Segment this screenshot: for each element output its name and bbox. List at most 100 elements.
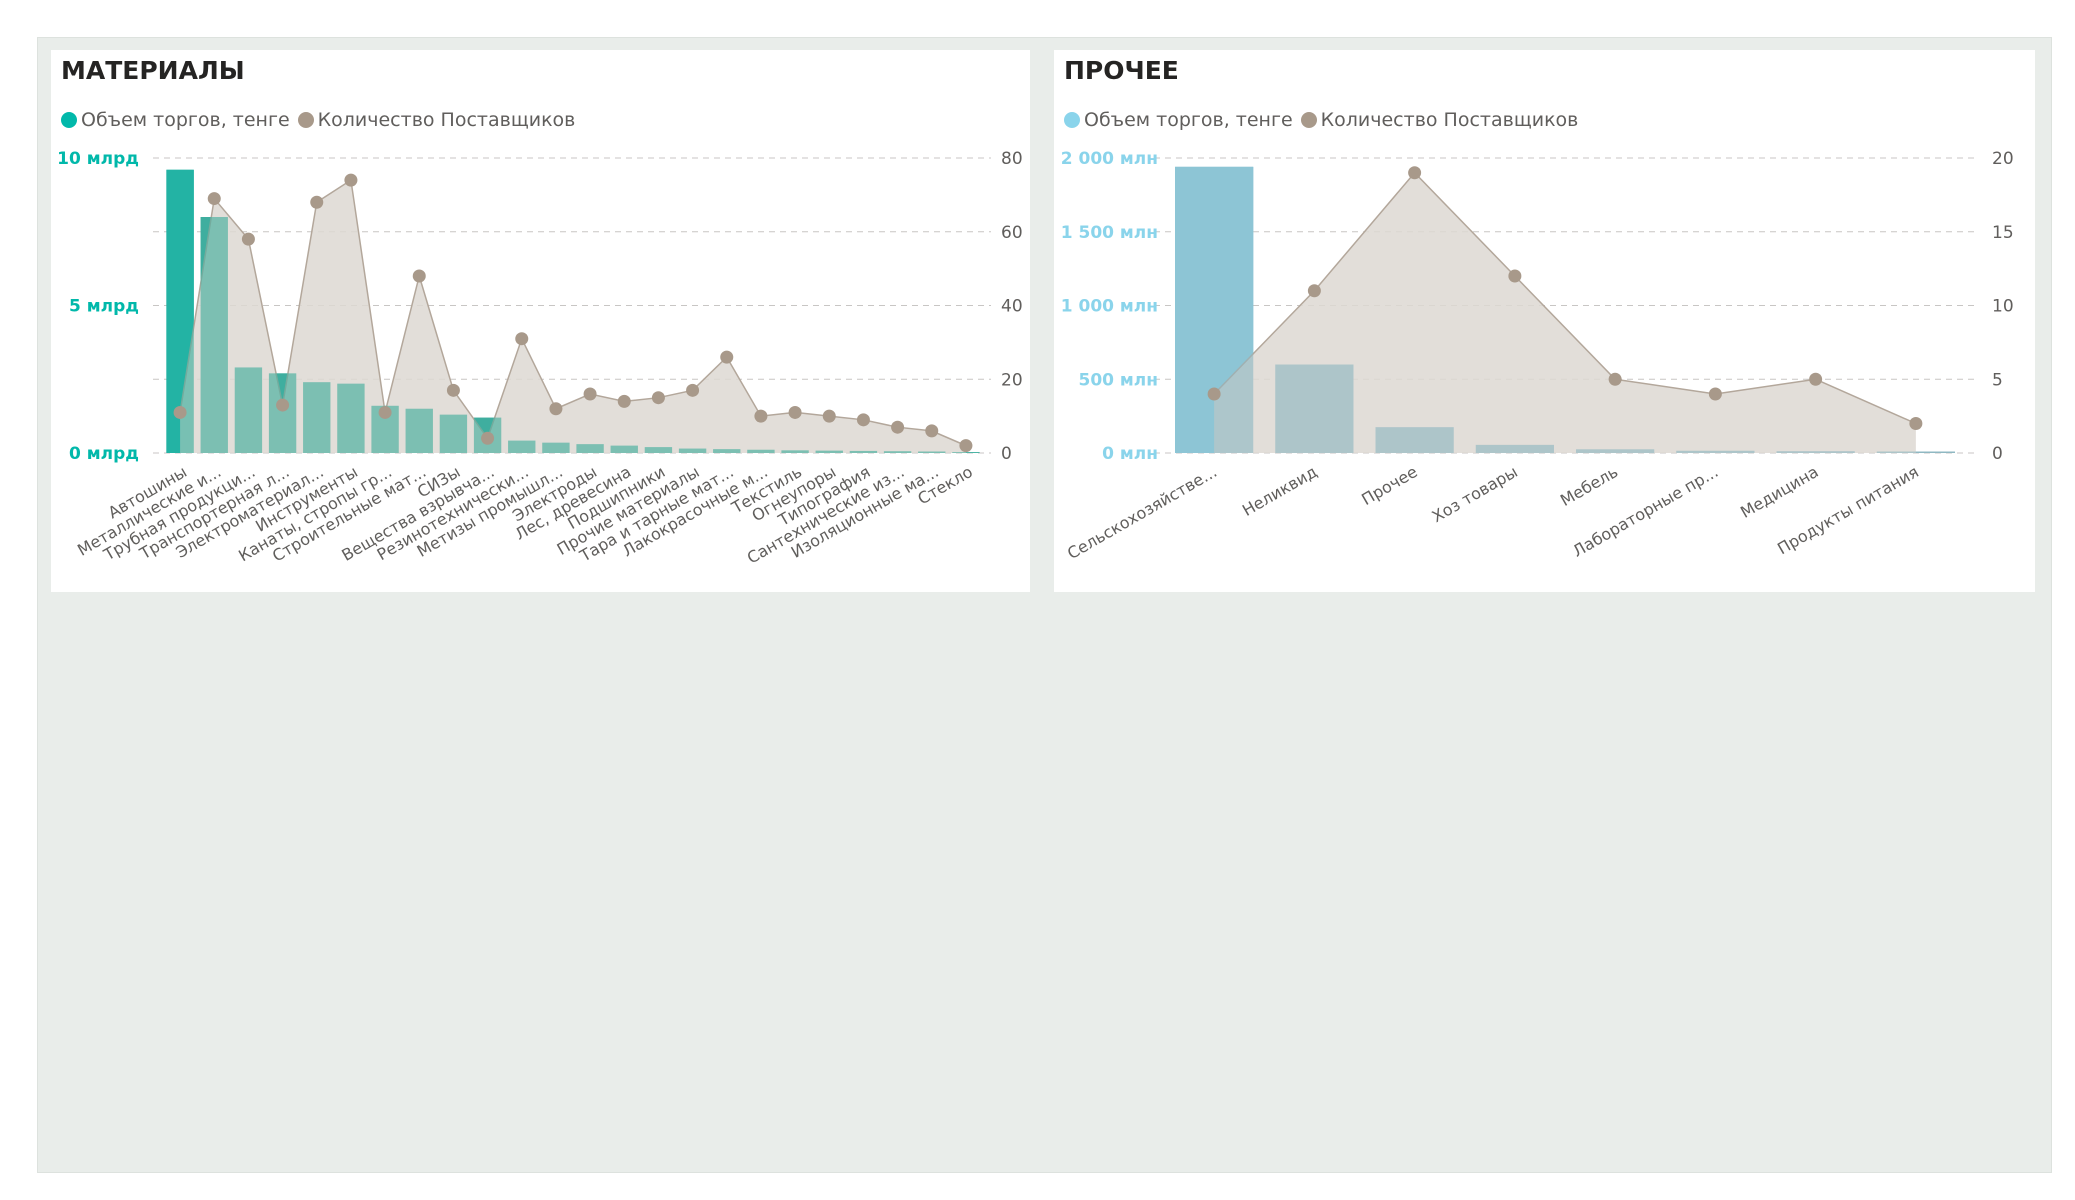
legend-dot-suppliers xyxy=(297,112,314,128)
marker[interactable] xyxy=(481,431,495,445)
legend-item-suppliers[interactable]: Количество Поставщиков xyxy=(297,109,576,131)
y-left-tick-label: 1 000 млн xyxy=(1061,297,1158,317)
marker[interactable] xyxy=(1408,166,1422,180)
marker[interactable] xyxy=(412,269,426,283)
marker[interactable] xyxy=(822,409,836,423)
marker[interactable] xyxy=(549,402,563,416)
marker[interactable] xyxy=(241,232,255,246)
x-tick-label: Прочее xyxy=(1358,462,1420,509)
marker[interactable] xyxy=(583,387,597,401)
marker[interactable] xyxy=(276,398,290,412)
bar-overlay xyxy=(303,382,331,453)
y-right-tick-label: 10 xyxy=(1992,297,2014,317)
y-right-tick-label: 0 xyxy=(1992,444,2003,464)
bar-overlay xyxy=(166,169,194,454)
bar-overlay xyxy=(815,450,843,453)
marker[interactable] xyxy=(378,405,392,419)
bar-overlay xyxy=(1776,451,1855,453)
bar-overlay xyxy=(1676,450,1755,453)
marker[interactable] xyxy=(446,383,460,397)
x-tick-label: Мебель xyxy=(1557,462,1621,510)
x-tick-label: Медицина xyxy=(1737,462,1822,522)
bar-overlay xyxy=(576,444,604,453)
other-chart-card[interactable]: ПРОЧЕЕ Объем торгов, тенге Количество По… xyxy=(1054,50,2035,592)
legend-dot-volume xyxy=(1064,112,1080,128)
legend-label-volume: Объем торгов, тенге xyxy=(1084,109,1293,131)
bar-overlay xyxy=(1475,444,1554,453)
bar-overlay xyxy=(508,440,536,453)
bar-overlay xyxy=(713,449,741,453)
marker[interactable] xyxy=(720,350,734,364)
x-tick-label: Неликвид xyxy=(1239,462,1320,520)
y-left-tick-label: 10 млрд xyxy=(57,149,139,169)
chart-title: МАТЕРИАЛЫ xyxy=(61,56,245,85)
bar-overlay xyxy=(678,448,707,453)
bar-overlay xyxy=(337,383,365,453)
bar-overlay xyxy=(1275,364,1354,453)
bar-overlay xyxy=(644,447,673,453)
bar-overlay xyxy=(542,442,570,453)
bar-overlay xyxy=(952,452,980,453)
marker[interactable] xyxy=(788,405,802,419)
y-right-tick-label: 60 xyxy=(1001,223,1023,243)
bar-overlay xyxy=(200,217,228,453)
bar-overlay xyxy=(1876,451,1955,453)
bar-overlay xyxy=(1175,166,1254,453)
chart-legend: Объем торгов, тенге Количество Поставщик… xyxy=(61,106,579,134)
marker[interactable] xyxy=(925,424,939,438)
marker[interactable] xyxy=(1708,387,1722,401)
bar-overlay xyxy=(747,449,775,453)
marker[interactable] xyxy=(1608,372,1622,386)
bar-overlay xyxy=(781,450,809,453)
bar-overlay xyxy=(234,367,263,453)
other-combo-chart: 0 5 10 15 20 0 млн 500 млн 1 000 млн 1 500 млн 2 … xyxy=(1061,149,2014,563)
legend-item-volume[interactable]: Объем торгов, тенге xyxy=(61,109,290,131)
bar-overlay xyxy=(268,373,297,453)
marker[interactable] xyxy=(310,195,324,209)
marker[interactable] xyxy=(686,383,700,397)
marker[interactable] xyxy=(1207,387,1221,401)
y-left-tick-label: 2 000 млн xyxy=(1061,149,1158,169)
marker[interactable] xyxy=(1508,269,1522,283)
y-right-tick-label: 5 xyxy=(1992,370,2003,390)
y-left-tick-label: 1 500 млн xyxy=(1061,223,1158,243)
marker[interactable] xyxy=(754,409,768,423)
y-left-tick-label: 5 млрд xyxy=(69,297,139,317)
marker[interactable] xyxy=(207,192,221,206)
area-fill xyxy=(1214,172,1916,453)
marker[interactable] xyxy=(173,405,187,419)
bar-overlay xyxy=(1375,427,1454,453)
materials-chart-card[interactable]: МАТЕРИАЛЫ Объем торгов, тенге Количество… xyxy=(51,50,1030,592)
chart-title: ПРОЧЕЕ xyxy=(1064,56,1179,85)
marker[interactable] xyxy=(1909,417,1923,430)
y-left-tick-label: 0 млн xyxy=(1102,444,1158,464)
marker[interactable] xyxy=(891,420,905,434)
marker[interactable] xyxy=(959,439,973,453)
x-tick-label: Сельскохозяйстве... xyxy=(1064,462,1220,563)
marker[interactable] xyxy=(617,394,631,408)
legend-item-suppliers[interactable]: Количество Поставщиков xyxy=(1300,109,1578,131)
y-left-tick-label: 500 млн xyxy=(1079,370,1159,390)
legend-dot-volume xyxy=(61,112,77,128)
marker[interactable] xyxy=(856,413,870,427)
y-right-tick-label: 80 xyxy=(1001,149,1023,169)
bar-overlay xyxy=(610,445,638,453)
marker[interactable] xyxy=(1809,372,1823,386)
y-right-tick-label: 0 xyxy=(1001,444,1012,464)
bar-overlay xyxy=(849,450,878,453)
y-right-tick-label: 15 xyxy=(1992,223,2014,243)
legend-label-suppliers: Количество Поставщиков xyxy=(317,109,576,131)
marker[interactable] xyxy=(344,173,358,187)
legend-item-volume[interactable]: Объем торгов, тенге xyxy=(1064,109,1293,131)
legend-label-volume: Объем торгов, тенге xyxy=(81,109,290,131)
chart-legend: Объем торгов, тенге Количество Поставщик… xyxy=(1064,106,1582,134)
marker[interactable] xyxy=(651,391,665,405)
bar-overlay xyxy=(1576,449,1655,453)
y-right-tick-label: 40 xyxy=(1001,297,1023,317)
marker[interactable] xyxy=(1307,284,1321,298)
marker[interactable] xyxy=(515,332,529,346)
bar-overlay xyxy=(918,451,946,453)
y-left-tick-label: 0 млрд xyxy=(69,444,139,464)
area-fill xyxy=(180,180,966,453)
